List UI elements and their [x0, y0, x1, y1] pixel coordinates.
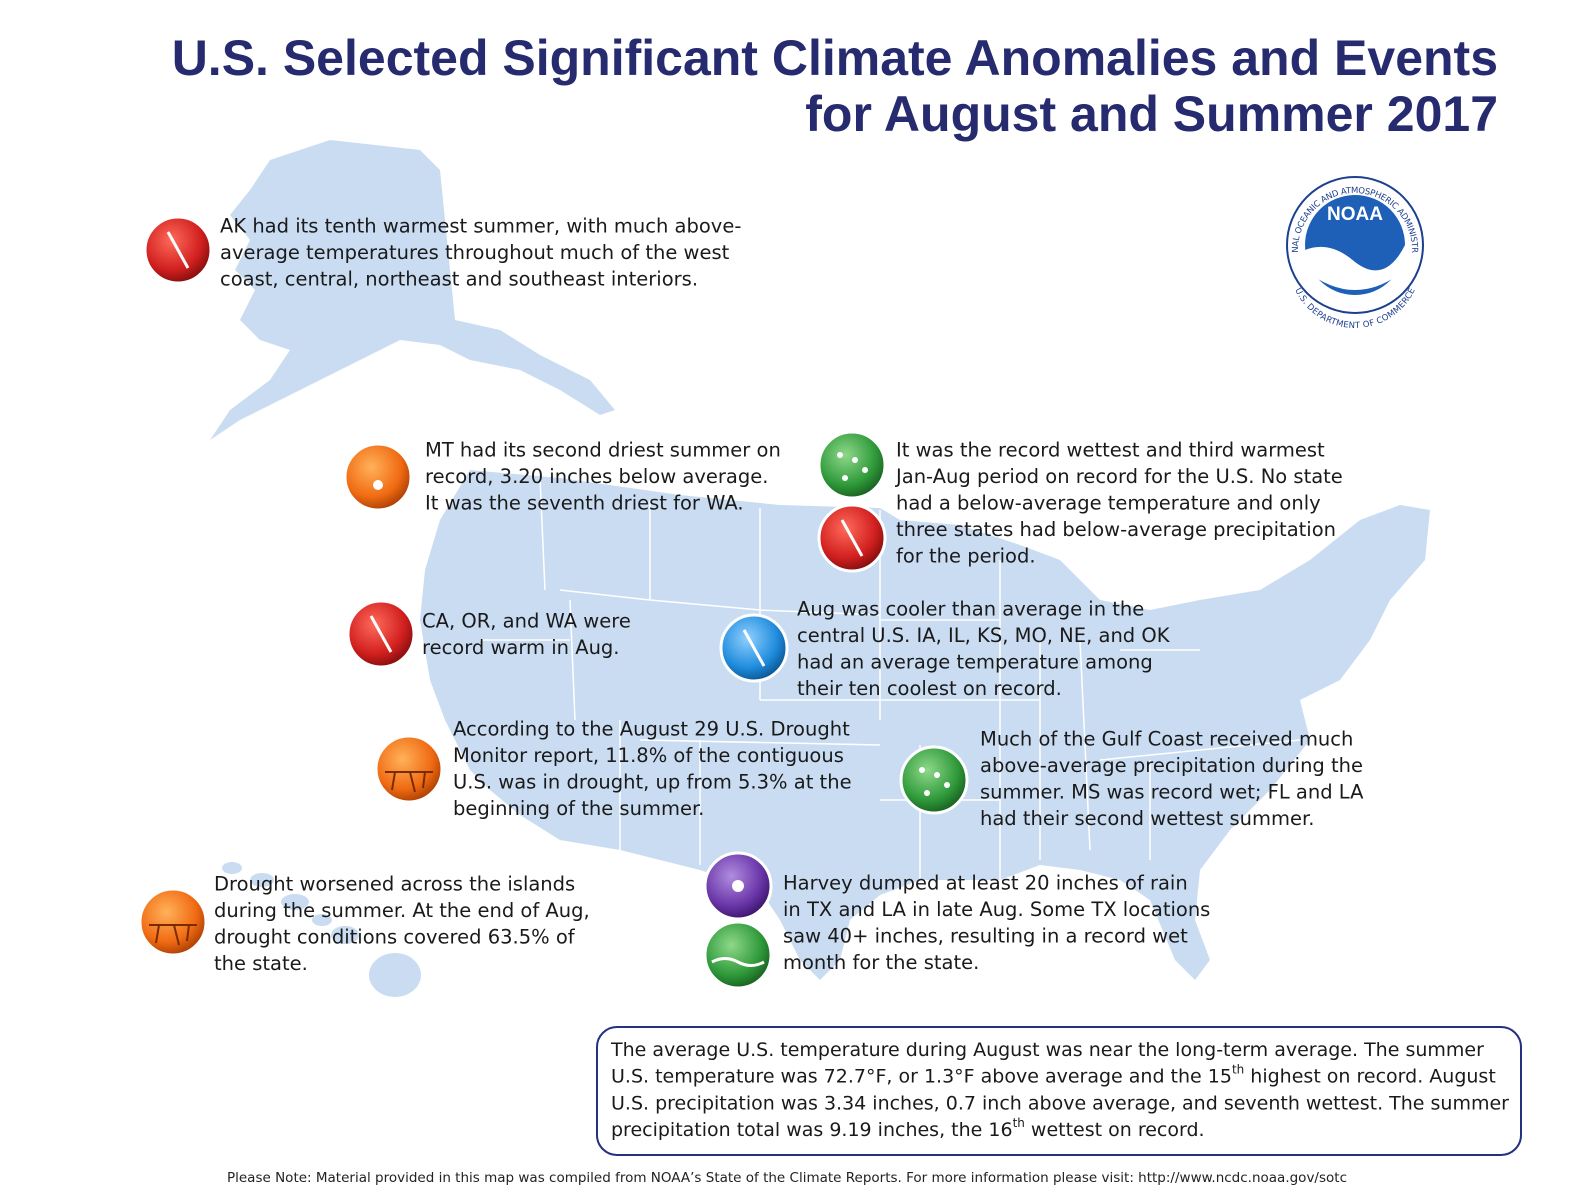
alaska: [210, 140, 615, 440]
thermometer: [166, 231, 190, 269]
event-text: record warm in Aug.: [422, 636, 620, 659]
event-text: Harvey dumped at least 20 inches of rain: [783, 872, 1188, 895]
event-text: AK had its tenth warmest summer, with mu…: [220, 215, 741, 238]
wet-icon: [817, 430, 887, 500]
event-text: According to the August 29 U.S. Drought: [453, 718, 850, 741]
event-text: had an average temperature among: [797, 651, 1153, 674]
summary-text: U.S. precipitation was 3.34 inches, 0.7 …: [611, 1092, 1509, 1114]
map: [210, 140, 1430, 997]
event-text: Much of the Gulf Coast received much: [980, 728, 1353, 751]
event-text: had their second wettest summer.: [980, 807, 1314, 830]
flood-icon: [703, 920, 773, 990]
title: for August and Summer 2017: [805, 86, 1498, 142]
event-text: Jan-Aug period on record for the U.S. No…: [894, 465, 1343, 488]
event-text: in TX and LA in late Aug. Some TX locati…: [783, 898, 1210, 921]
summary-line: precipitation total was 9.19 inches, the…: [611, 1116, 1205, 1141]
event-text: their ten coolest on record.: [797, 677, 1062, 700]
superscript: th: [1232, 1062, 1244, 1076]
hawaii: [222, 862, 421, 997]
summary-text: highest on record. August: [1244, 1065, 1496, 1087]
summary-line: U.S. temperature was 72.7°F, or 1.3°F ab…: [611, 1062, 1496, 1087]
event-text: record, 3.20 inches below average.: [425, 465, 768, 488]
wet-icon: [899, 745, 969, 815]
event-text: U.S. was in drought, up from 5.3% at the: [453, 771, 852, 794]
event-text: It was the seventh driest for WA.: [425, 492, 744, 515]
event-text: three states had below-average precipita…: [896, 518, 1336, 541]
event-text: month for the state.: [783, 951, 979, 974]
logo-name: NOAA: [1327, 204, 1383, 225]
summary-line: U.S. precipitation was 3.34 inches, 0.7 …: [611, 1092, 1509, 1114]
summary-text: precipitation total was 9.19 inches, the…: [611, 1119, 1013, 1141]
event-text: Drought worsened across the islands: [214, 873, 575, 896]
event-text: Aug was cooler than average in the: [797, 598, 1144, 621]
event-text: during the summer. At the end of Aug,: [214, 899, 590, 922]
event-text: It was the record wettest and third warm…: [896, 439, 1325, 462]
event-text: MT had its second driest summer on: [425, 439, 781, 462]
dry-icon: [343, 442, 413, 512]
state-borders: [480, 477, 1301, 880]
drought-icon: [374, 734, 444, 804]
summary: The average U.S. temperature during Augu…: [610, 1039, 1509, 1141]
event-text: had a below-average temperature and only: [896, 492, 1321, 515]
event-text: for the period.: [896, 545, 1036, 568]
icons: [138, 215, 969, 990]
summary-text: wettest on record.: [1025, 1119, 1205, 1141]
footer-note: Please Note: Material provided in this m…: [227, 1170, 1347, 1186]
event-text: beginning of the summer.: [453, 797, 704, 820]
event-text: Monitor report, 11.8% of the contiguous: [453, 744, 844, 767]
events: AK had its tenth warmest summer, with mu…: [214, 215, 1364, 976]
event-text: central U.S. IA, IL, KS, MO, NE, and OK: [797, 624, 1171, 647]
title: U.S. Selected Significant Climate Anomal…: [172, 30, 1498, 86]
event-text: average temperatures throughout much of …: [220, 241, 730, 264]
event-text: above-average precipitation during the: [980, 754, 1363, 777]
superscript: th: [1013, 1116, 1025, 1130]
summary-text: The average U.S. temperature during Augu…: [610, 1039, 1484, 1061]
drought-icon: [138, 887, 208, 957]
event-text: the state.: [214, 952, 308, 975]
event-text: summer. MS was record wet; FL and LA: [980, 781, 1364, 804]
contiguous-us: [420, 470, 1430, 980]
summary-text: U.S. temperature was 72.7°F, or 1.3°F ab…: [611, 1065, 1232, 1087]
summary-line: The average U.S. temperature during Augu…: [610, 1039, 1484, 1061]
event-text: drought conditions covered 63.5% of: [214, 926, 576, 949]
summary-box: [596, 1026, 1522, 1156]
event-text: saw 40+ inches, resulting in a record we…: [783, 925, 1188, 948]
event-text: CA, OR, and WA were: [422, 610, 631, 633]
event-text: coast, central, northeast and southeast …: [220, 268, 698, 291]
